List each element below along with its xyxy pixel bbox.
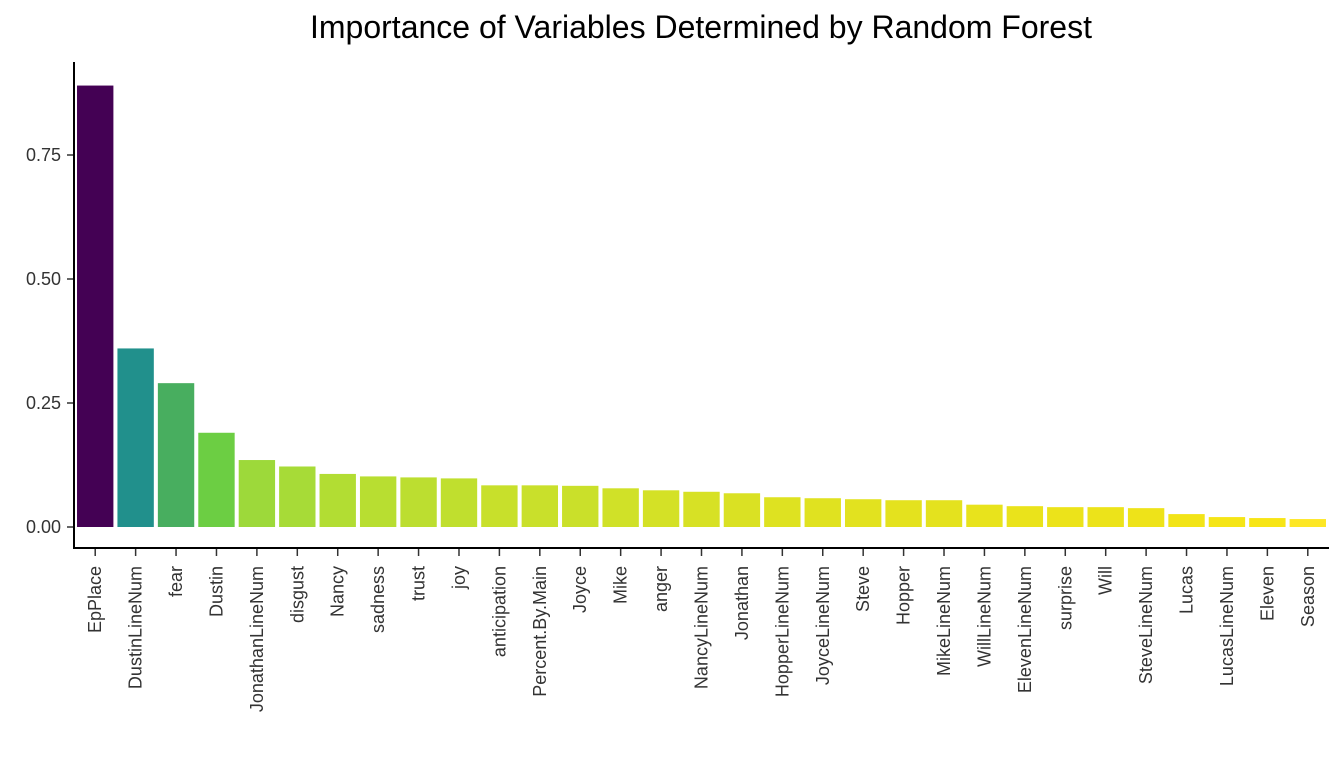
bar-Steve [844,499,882,527]
bar-disgust [279,466,316,527]
bar-surprise [1047,507,1084,527]
bar-WillLineNum [966,504,1003,527]
x-tick-label: SteveLineNum [1136,566,1156,684]
bar-Nancy [319,473,356,527]
bar-anticipation [481,485,518,527]
x-tick-label: anger [651,566,671,612]
bar-JonathanLineNum [238,460,276,527]
x-tick-label: NancyLineNum [692,566,712,689]
bar-Dustin [198,432,235,527]
x-axis: EpPlace DustinLineNum fear Dustin JonathanLi… [85,549,1318,712]
bar-Will [1087,507,1124,527]
x-tick-label: LucasLineNum [1217,566,1237,686]
bar-trust [400,477,437,527]
bar-SteveLineNum [1127,508,1165,527]
x-tick-label: fear [166,566,186,597]
bar-HopperLineNum [764,497,801,527]
bar-joy [440,478,478,527]
x-tick-label: Percent.By.Main [530,566,550,697]
bar-Eleven [1249,518,1286,527]
bar-Lucas [1168,514,1205,527]
chart-title: Importance of Variables Determined by Ra… [310,9,1092,45]
bars-group [77,85,1326,527]
bar-Hopper [885,500,922,527]
x-tick-label: Dustin [206,566,226,617]
x-tick-label: Steve [853,566,873,612]
x-tick-label: HopperLineNum [772,566,792,697]
x-tick-label: trust [409,566,429,601]
x-tick-label: joy [449,566,469,590]
x-tick-label: Mike [611,566,631,604]
bar-Percent.By.Main [521,485,559,527]
x-tick-label: anticipation [489,566,509,657]
bar-LucasLineNum [1208,517,1246,527]
x-tick-label: Lucas [1177,566,1197,614]
bar-DustinLineNum [117,348,154,527]
x-tick-label: WillLineNum [974,566,994,667]
bar-Season [1289,519,1326,527]
x-tick-label: Hopper [894,566,914,625]
x-tick-label: Nancy [328,566,348,617]
bar-MikeLineNum [925,500,963,527]
y-tick-label: 0.25 [26,393,61,413]
x-tick-label: DustinLineNum [126,566,146,689]
x-tick-label: EpPlace [85,566,105,633]
bar-Jonathan [723,493,761,527]
bar-anger [642,490,680,527]
x-tick-label: Jonathan [732,566,752,640]
x-tick-label: Eleven [1257,566,1277,621]
x-tick-label: disgust [287,566,307,623]
bar-ElevenLineNum [1006,506,1044,527]
bar-EpPlace [77,85,114,527]
bar-Mike [602,488,639,527]
x-tick-label: Will [1096,566,1116,595]
x-tick-label: JoyceLineNum [813,566,833,685]
x-tick-label: MikeLineNum [934,566,954,676]
y-tick-label: 0.50 [26,269,61,289]
x-tick-label: Season [1298,566,1318,627]
y-tick-label: 0.75 [26,145,61,165]
bar-JoyceLineNum [804,498,841,527]
bar-NancyLineNum [683,491,720,527]
bar-Joyce [562,485,599,527]
bar-fear [157,383,195,527]
bar-sadness [359,476,397,527]
x-tick-label: Joyce [570,566,590,613]
x-tick-label: sadness [368,566,388,633]
y-axis: 0.00 0.25 0.50 0.75 [26,145,74,537]
x-tick-label: ElevenLineNum [1015,566,1035,693]
x-tick-label: surprise [1055,566,1075,630]
x-tick-label: JonathanLineNum [247,566,267,712]
y-tick-label: 0.00 [26,517,61,537]
